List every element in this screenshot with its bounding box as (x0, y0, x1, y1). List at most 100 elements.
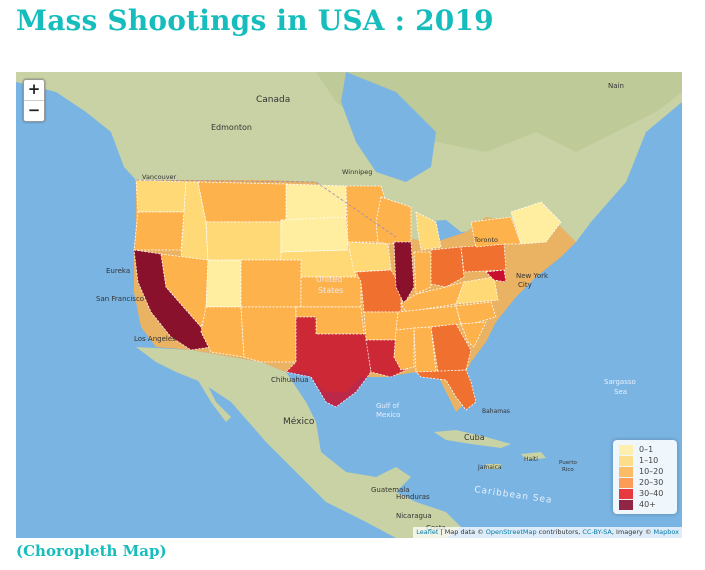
label-jamaica: Jamaica (477, 464, 502, 471)
state-arkansas[interactable] (363, 311, 399, 341)
legend-item: 20–30 (619, 477, 671, 488)
state-new-mexico[interactable] (240, 306, 297, 363)
state-montana[interactable] (197, 181, 287, 223)
state-nevada[interactable] (160, 253, 209, 328)
label-toronto: Toronto (473, 236, 498, 244)
label-guatemala: Guatemala (371, 486, 410, 494)
state-illinois[interactable] (393, 241, 415, 305)
state-ohio[interactable] (430, 246, 465, 288)
state-georgia[interactable] (430, 323, 472, 373)
label-city: City (518, 281, 532, 289)
zoom-out-button[interactable]: − (24, 100, 44, 121)
label-gulf-mexico: Mexico (376, 411, 400, 419)
label-honduras: Honduras (396, 493, 430, 501)
state-mississippi[interactable] (393, 327, 415, 371)
label-chihuahua: Chihuahua (271, 376, 309, 384)
legend-item: 1–10 (619, 455, 671, 466)
legend-swatch (619, 477, 633, 488)
label-nicaragua: Nicaragua (396, 512, 432, 520)
mapbox-link[interactable]: Mapbox (653, 528, 679, 536)
legend: 0–1 1–10 10–20 20–30 30–40 40+ (613, 440, 677, 514)
label-rico: Rico (562, 467, 574, 473)
attrib-text-3: , Imagery © (611, 528, 654, 536)
state-washington[interactable] (135, 179, 187, 213)
label-canada: Canada (256, 95, 290, 105)
label-los-angeles: Los Angeles (134, 335, 176, 343)
legend-label: 40+ (639, 500, 656, 509)
hudson-bay (341, 72, 436, 182)
label-sargasso-sea: Sea (614, 388, 627, 396)
state-texas[interactable] (285, 316, 372, 408)
state-wyoming[interactable] (205, 221, 282, 261)
state-arizona[interactable] (200, 306, 245, 358)
zoom-control: + − (23, 79, 45, 122)
label-eureka: Eureka (106, 267, 130, 275)
license-link[interactable]: CC-BY-SA (582, 528, 612, 536)
mexico-land (136, 347, 461, 538)
state-alabama[interactable] (413, 326, 437, 373)
state-colorado[interactable] (240, 259, 302, 308)
legend-swatch (619, 488, 633, 499)
label-puerto: Puerto (559, 460, 578, 466)
attrib-text-1: | Map data © (438, 528, 486, 536)
state-new-england[interactable] (510, 201, 562, 245)
legend-swatch (619, 455, 633, 466)
map-attribution: Leaflet | Map data © OpenStreetMap contr… (413, 527, 682, 538)
label-san-francisco: San Francisco (96, 295, 144, 303)
map-container[interactable]: Canada Edmonton Vancouver Winnipeg Toron… (16, 72, 682, 538)
label-winnipeg: Winnipeg (342, 168, 372, 176)
label-mexico: México (283, 416, 315, 427)
state-kansas[interactable] (300, 276, 362, 308)
state-pennsylvania[interactable] (460, 243, 507, 273)
label-new-york: New York (516, 272, 549, 280)
label-edmonton: Edmonton (211, 123, 252, 132)
zoom-in-button[interactable]: + (27, 80, 41, 98)
states-layer[interactable] (133, 179, 562, 411)
state-north-dakota[interactable] (285, 183, 347, 221)
state-utah[interactable] (205, 259, 242, 308)
legend-swatch (619, 444, 633, 455)
legend-item: 0–1 (619, 444, 671, 455)
legend-item: 40+ (619, 499, 671, 510)
legend-swatch (619, 499, 633, 510)
state-virginia[interactable] (455, 276, 499, 305)
attrib-text-2: contributors, (536, 528, 583, 536)
map-caption: (Choropleth Map) (16, 542, 167, 560)
label-haiti: Haiti (524, 456, 538, 463)
leaflet-link[interactable]: Leaflet (416, 528, 439, 536)
page-title: Mass Shootings in USA : 2019 (16, 4, 494, 37)
label-vancouver: Vancouver (142, 173, 177, 181)
state-south-carolina[interactable] (460, 321, 487, 348)
label-united: United (316, 275, 342, 284)
hispaniola-land (521, 452, 546, 460)
baja-land (191, 350, 231, 422)
legend-label: 0–1 (639, 445, 654, 454)
label-states: States (318, 286, 343, 295)
jamaica-land (486, 464, 501, 469)
state-florida[interactable] (415, 369, 477, 411)
state-north-carolina[interactable] (455, 301, 497, 325)
legend-label: 30–40 (639, 489, 664, 498)
state-wisconsin[interactable] (375, 196, 412, 245)
state-new-york[interactable] (470, 216, 522, 248)
state-iowa[interactable] (347, 241, 392, 273)
state-tennessee[interactable] (395, 305, 462, 331)
map-canvas[interactable]: Canada Edmonton Vancouver Winnipeg Toron… (16, 72, 682, 538)
legend-item: 10–20 (619, 466, 671, 477)
legend-item: 30–40 (619, 488, 671, 499)
label-cuba: Cuba (464, 433, 485, 442)
legend-label: 20–30 (639, 478, 664, 487)
label-gulf-of: Gulf of (376, 402, 400, 410)
state-oregon[interactable] (133, 211, 185, 251)
state-south-dakota[interactable] (280, 216, 349, 253)
osm-link[interactable]: OpenStreetMap (485, 528, 537, 536)
state-indiana[interactable] (413, 251, 432, 295)
legend-label: 1–10 (639, 456, 659, 465)
state-michigan[interactable] (415, 211, 442, 251)
state-maryland[interactable] (485, 269, 507, 283)
label-sargasso: Sargasso (604, 378, 636, 386)
label-bahamas: Bahamas (482, 408, 510, 415)
label-nain: Nain (608, 82, 624, 90)
state-missouri[interactable] (355, 269, 402, 313)
cuba-land (434, 430, 511, 448)
